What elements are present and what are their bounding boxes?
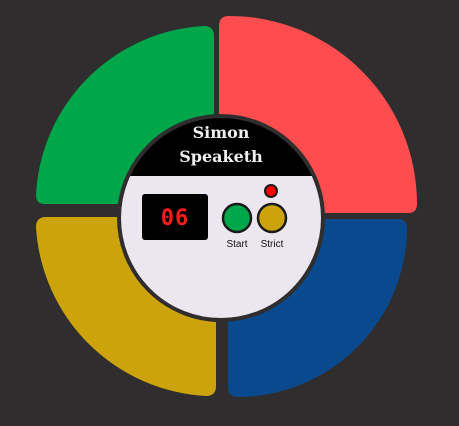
start-label: Start bbox=[226, 239, 247, 250]
strict-led-indicator bbox=[264, 184, 278, 198]
hub-border bbox=[117, 114, 325, 322]
strict-button[interactable] bbox=[256, 202, 288, 234]
strict-label: Strict bbox=[261, 239, 284, 250]
control-hub: Simon Speaketh 06 Start Strict bbox=[117, 114, 325, 322]
start-button[interactable] bbox=[221, 202, 253, 234]
game-title-line1: Simon bbox=[193, 123, 250, 142]
game-title-line2: Speaketh bbox=[179, 147, 263, 166]
count-value: 06 bbox=[161, 206, 190, 231]
count-display bbox=[142, 194, 208, 240]
